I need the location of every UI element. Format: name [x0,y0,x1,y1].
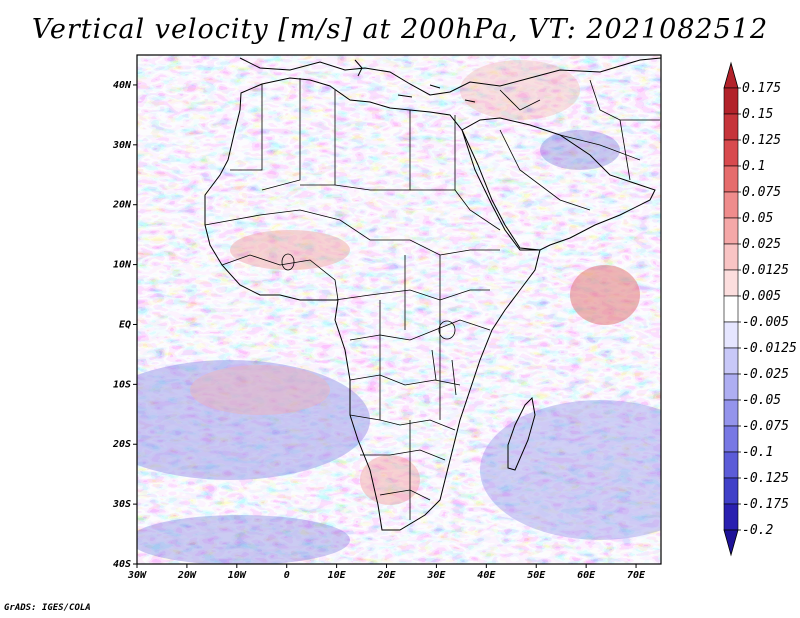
colorbar-top-arrow [723,61,739,89]
colorbar-label: 0.0125 [742,263,789,278]
colorbar-swatch [723,269,739,297]
y-tick-label: 40N [113,80,132,91]
colorbar-swatch [723,295,739,323]
colorbar-label: -0.1 [742,445,773,460]
colorbar-swatch [723,165,739,193]
x-tick-label: 20W [177,570,197,581]
x-tick-label: 30E [426,570,446,581]
colorbar-swatch [723,451,739,479]
colorbar-label: -0.075 [742,419,789,434]
x-tick-label: 70E [627,570,646,581]
colorbar-label: -0.025 [742,367,789,382]
y-tick-label: 30S [112,499,131,510]
colorbar-label: -0.0125 [742,341,797,356]
colorbar-swatch [723,243,739,271]
x-tick-label: 20E [376,570,396,581]
colorbar-swatch [723,425,739,453]
y-tick-label: EQ [119,319,131,330]
colorbar-label: -0.125 [742,471,789,486]
colorbar-swatch [723,477,739,505]
colorbar-label: -0.05 [742,393,781,408]
colorbar-swatch [723,399,739,427]
y-tick-label: 20S [112,439,131,450]
y-tick-label: 40S [113,559,131,570]
mediterranean-islands [354,59,476,103]
madagascar-coastline [507,396,536,471]
colorbar-swatch [723,87,739,115]
colorbar-bottom-arrow [723,529,739,557]
x-tick-label: 50E [527,570,546,581]
colorbar-label: -0.2 [742,523,773,538]
x-tick-label: 10E [328,570,347,581]
colorbar-swatch [723,373,739,401]
colorbar-swatch [723,139,739,167]
y-axis: 40N 30N 20N 10N EQ 10S 20S 30S 40S [112,80,137,570]
colorbar-label: 0.075 [742,185,781,200]
colorbar-label: -0.005 [742,315,789,330]
colorbar-swatch [723,217,739,245]
africa-coastline [204,77,541,531]
arabia-coastline [461,117,656,251]
footer-credit: GrADS: IGES/COLA [4,603,91,613]
colorbar-label: 0.1 [742,159,765,174]
coastlines [204,57,661,531]
colorbar-label: 0.05 [742,211,773,226]
colorbar-label: 0.005 [742,289,781,304]
x-tick-label: 30W [127,570,147,581]
europe-coastline [239,57,661,96]
colorbar-swatch [723,113,739,141]
colorbar-swatch [723,503,739,531]
x-tick-label: 10W [228,570,247,581]
x-tick-label: 40E [477,570,496,581]
colorbar-label: 0.125 [742,133,781,148]
plot-frame [136,54,662,565]
y-tick-label: 30N [112,140,132,151]
lakes [281,253,457,396]
y-tick-label: 10N [113,260,132,271]
colorbar-label: 0.15 [742,107,773,122]
colorbar-label: 0.175 [742,81,781,96]
map-title: Vertical velocity [m/s] at 200hPa, VT: 2… [31,14,769,45]
y-tick-label: 10S [113,379,131,390]
colorbar-swatch [723,191,739,219]
colorbar-swatch [723,347,739,375]
colorbar-swatch [723,321,739,349]
x-tick-label: 60E [577,570,596,581]
x-axis: 30W 20W 10W 0 10E 20E 30E 40E 50E 60E 70E [127,564,646,581]
colorbar: 0.175 0.15 0.125 0.1 0.075 0.05 0.025 0.0125 0.0… [723,61,797,557]
colorbar-label: 0.025 [742,237,781,252]
x-tick-label: 0 [284,570,290,581]
country-borders [204,78,660,520]
y-tick-label: 20N [112,200,132,211]
colorbar-label: -0.175 [742,497,789,512]
field-shading [137,55,661,564]
